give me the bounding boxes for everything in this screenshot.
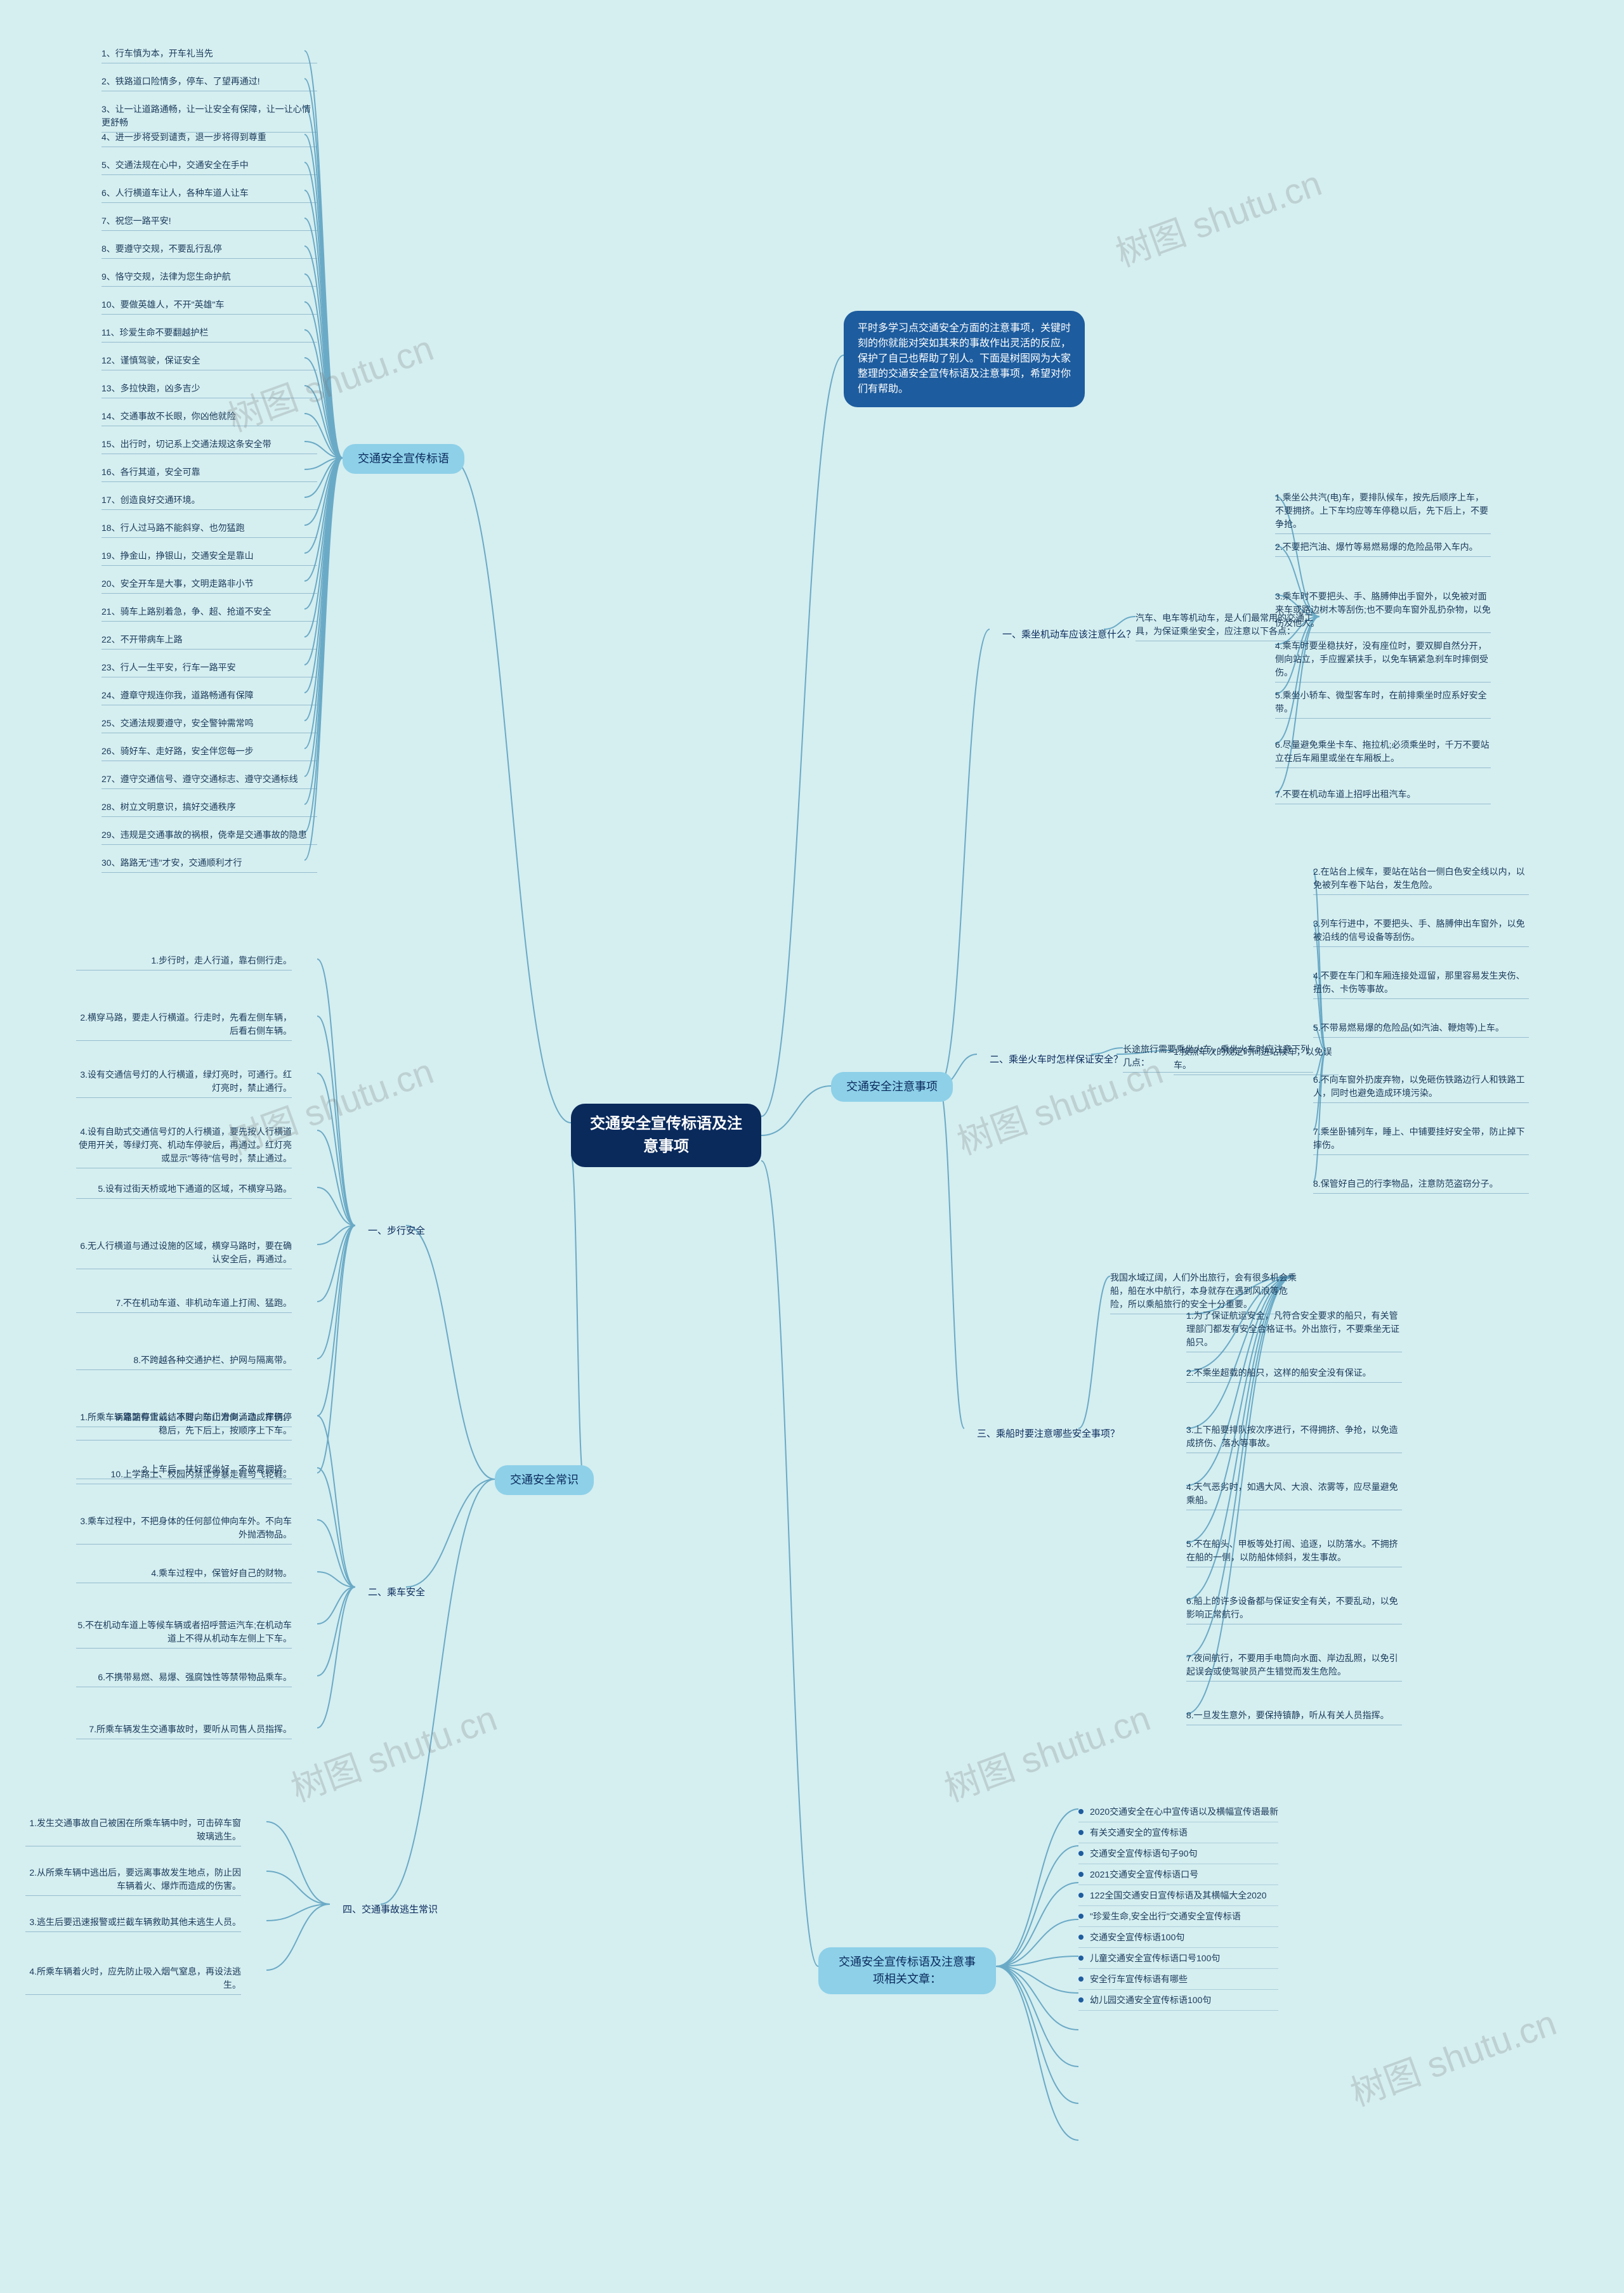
attention-leaf: 5.不带易燃易爆的危险品(如汽油、鞭炮等)上车。 xyxy=(1313,1019,1529,1038)
knowledge-leaf: 5.不在机动车道上等候车辆或者招呼营运汽车;在机动车道上不得从机动车左侧上下车。 xyxy=(76,1616,292,1649)
slogan-leaf: 17、创造良好交通环境。 xyxy=(102,491,317,510)
attention-leaf: 4.不要在车门和车厢连接处逗留，那里容易发生夹伤、扭伤、卡伤等事故。 xyxy=(1313,967,1529,999)
article-item: 交通安全宣传标语句子90句 xyxy=(1078,1843,1278,1864)
attention-leaf: 2.在站台上候车，要站在站台一侧白色安全线以内，以免被列车卷下站台，发生危险。 xyxy=(1313,863,1529,895)
article-item: 有关交通安全的宣传标语 xyxy=(1078,1822,1278,1843)
watermark: 树图 shutu.cn xyxy=(1342,1994,1562,2116)
intro-node: 平时多学习点交通安全方面的注意事项，关键时刻的你就能对突如其来的事故作出灵活的反… xyxy=(844,311,1085,407)
article-item: "珍爱生命,安全出行"交通安全宣传标语 xyxy=(1078,1906,1278,1927)
slogan-leaf: 30、路路无"违"才安，交通顺利才行 xyxy=(102,854,317,873)
knowledge-leaf: 2.从所乘车辆中逃出后，要远离事故发生地点，防止因车辆着火、爆炸而造成的伤害。 xyxy=(25,1864,241,1896)
subbranch-1: 二、乘车安全 xyxy=(355,1579,438,1607)
attention-leaf: 7.夜间航行，不要用手电筒向水面、岸边乱照，以免引起误会或使驾驶员产生错觉而发生… xyxy=(1186,1649,1402,1682)
slogan-leaf: 10、要做英雄人，不开"英雄"车 xyxy=(102,296,317,315)
knowledge-leaf: 7.所乘车辆发生交通事故时，要听从司售人员指挥。 xyxy=(76,1720,292,1739)
attention-sub-1: 二、乘坐火车时怎样保证安全？ xyxy=(977,1047,1136,1074)
slogan-leaf: 26、骑好车、走好路，安全伴您每一步 xyxy=(102,742,317,761)
branch-slogans: 交通安全宣传标语 xyxy=(343,444,464,474)
attention-sub-2: 三、乘船时要注意哪些安全事项？ xyxy=(964,1421,1132,1448)
slogan-leaf: 15、出行时，切记系上交通法规这条安全带 xyxy=(102,435,317,454)
intro-text: 平时多学习点交通安全方面的注意事项，关键时刻的你就能对突如其来的事故作出灵活的反… xyxy=(858,321,1071,397)
slogan-leaf: 16、各行其道，安全可靠 xyxy=(102,463,317,482)
slogan-leaf: 29、违规是交通事故的祸根，侥幸是交通事故的隐患 xyxy=(102,826,317,845)
knowledge-leaf: 1.发生交通事故自己被困在所乘车辆中时，可击碎车窗玻璃逃生。 xyxy=(25,1814,241,1846)
attention-leaf: 3.上下船要排队按次序进行，不得拥挤、争抢，以免造成挤伤、落水等事故。 xyxy=(1186,1421,1402,1453)
subbranch-2: 四、交通事故逃生常识 xyxy=(330,1897,450,1924)
article-item: 安全行车宣传标语有哪些 xyxy=(1078,1969,1278,1990)
attention-leaf: 6.不向车窗外扔废弃物，以免砸伤铁路边行人和铁路工人，同时也避免造成环境污染。 xyxy=(1313,1071,1529,1103)
knowledge-leaf: 1.所乘车辆靠站停止前，不要向车门方向涌动。车辆停稳后，先下后上，按顺序上下车。 xyxy=(76,1408,292,1440)
knowledge-leaf: 1.步行时，走人行道，靠右侧行走。 xyxy=(76,951,292,970)
attention-leaf: 3.列车行进中，不要把头、手、胳膊伸出车窗外，以免被沿线的信号设备等刮伤。 xyxy=(1313,915,1529,947)
slogan-leaf: 25、交通法规要遵守，安全警钟需常鸣 xyxy=(102,714,317,733)
knowledge-leaf: 4.设有自助式交通信号灯的人行横道，要先按人行横道使用开关，等绿灯亮、机动车停驶… xyxy=(76,1123,292,1168)
attention-sub-0: 一、乘坐机动车应该注意什么？ xyxy=(990,622,1148,649)
root-label: 交通安全宣传标语及注意事项 xyxy=(584,1113,749,1158)
attention-leaf: 5.乘坐小轿车、微型客车时，在前排乘坐时应系好安全带。 xyxy=(1275,686,1491,719)
slogan-leaf: 11、珍爱生命不要翻越护栏 xyxy=(102,323,317,343)
attention-leaf: 1.为了保证航运安全，凡符合安全要求的船只，有关管理部门都发有安全合格证书。外出… xyxy=(1186,1307,1402,1352)
attention-leaf: 7.乘坐卧铺列车，睡上、中铺要挂好安全带，防止掉下摔伤。 xyxy=(1313,1123,1529,1155)
attention-leaf: 6.尽量避免乘坐卡车、拖拉机;必须乘坐时，千万不要站立在后车厢里或坐在车厢板上。 xyxy=(1275,736,1491,768)
branch-knowledge: 交通安全常识 xyxy=(495,1465,594,1495)
slogan-leaf: 28、树立文明意识，搞好交通秩序 xyxy=(102,798,317,817)
knowledge-leaf: 7.不在机动车道、非机动车道上打闹、猛跑。 xyxy=(76,1294,292,1313)
knowledge-leaf: 6.无人行横道与通过设施的区域，横穿马路时，要在确认安全后，再通过。 xyxy=(76,1237,292,1269)
article-item: 儿童交通安全宣传标语口号100句 xyxy=(1078,1948,1278,1969)
slogan-leaf: 14、交通事故不长眼，你凶他就险 xyxy=(102,407,317,426)
article-item: 交通安全宣传标语100句 xyxy=(1078,1927,1278,1948)
knowledge-leaf: 3.逃生后要迅速报警或拦截车辆救助其他未逃生人员。 xyxy=(25,1913,241,1932)
attention-leaf: 5.不在船头、甲板等处打闹、追逐，以防落水。不拥挤在船的一侧，以防船体倾斜，发生… xyxy=(1186,1535,1402,1567)
attention-leaf: 2.不要把汽油、爆竹等易燃易爆的危险品带入车内。 xyxy=(1275,538,1491,557)
slogan-leaf: 5、交通法规在心中，交通安全在手中 xyxy=(102,156,317,175)
slogan-leaf: 19、挣金山，挣银山，交通安全是靠山 xyxy=(102,547,317,566)
attention-leaf: 8.保管好自己的行李物品，注意防范盗窃分子。 xyxy=(1313,1175,1529,1194)
slogan-leaf: 24、遵章守规连你我，道路畅通有保障 xyxy=(102,686,317,705)
slogan-leaf: 12、谨慎驾驶，保证安全 xyxy=(102,351,317,370)
attention-leaf: 1.乘坐公共汽(电)车，要排队候车，按先后顺序上车，不要拥挤。上下车均应等车停稳… xyxy=(1275,488,1491,534)
subbranch-0: 一、步行安全 xyxy=(355,1218,438,1245)
attention-leaf: 4.乘车时要坐稳扶好，没有座位时，要双脚自然分开，侧向站立，手应握紧扶手，以免车… xyxy=(1275,637,1491,683)
slogan-leaf: 8、要遵守交规，不要乱行乱停 xyxy=(102,240,317,259)
knowledge-leaf: 3.设有交通信号灯的人行横道，绿灯亮时，可通行。红灯亮时，禁止通行。 xyxy=(76,1066,292,1098)
knowledge-leaf: 4.所乘车辆着火时，应先防止吸入烟气窒息，再设法逃生。 xyxy=(25,1963,241,1995)
attention-leaf: 6.船上的许多设备都与保证安全有关，不要乱动，以免影响正常航行。 xyxy=(1186,1592,1402,1624)
knowledge-leaf: 2.横穿马路，要走人行横道。行走时，先看左侧车辆，后看右侧车辆。 xyxy=(76,1009,292,1041)
slogan-leaf: 9、恪守交规，法律为您生命护航 xyxy=(102,268,317,287)
watermark: 树图 shutu.cn xyxy=(936,1690,1156,1812)
slogan-leaf: 4、进一步将受到谴责，退一步将得到尊重 xyxy=(102,128,317,147)
knowledge-leaf: 6.不携带易燃、易爆、强腐蚀性等禁带物品乘车。 xyxy=(76,1668,292,1687)
branch-attention: 交通安全注意事项 xyxy=(831,1072,953,1102)
knowledge-leaf: 4.乘车过程中，保管好自己的财物。 xyxy=(76,1564,292,1583)
slogan-leaf: 13、多拉快跑，凶多吉少 xyxy=(102,379,317,398)
attention-leaf: 4.天气恶劣时，如遇大风、大浪、浓雾等，应尽量避免乘船。 xyxy=(1186,1478,1402,1510)
slogan-leaf: 2、铁路道口险情多，停车、了望再通过! xyxy=(102,72,317,91)
slogan-leaf: 6、人行横道车让人，各种车道人让车 xyxy=(102,184,317,203)
slogan-leaf: 23、行人一生平安，行车一路平安 xyxy=(102,658,317,677)
attention-leaf: 7.不要在机动车道上招呼出租汽车。 xyxy=(1275,785,1491,804)
attention-leaf: 8.一旦发生意外，要保持镇静，听从有关人员指挥。 xyxy=(1186,1706,1402,1725)
slogan-leaf: 20、安全开车是大事，文明走路非小节 xyxy=(102,575,317,594)
article-item: 2020交通安全在心中宣传语以及横幅宣传语最新 xyxy=(1078,1801,1278,1822)
watermark: 树图 shutu.cn xyxy=(283,1690,503,1812)
slogan-leaf: 27、遵守交通信号、遵守交通标志、遵守交通标线 xyxy=(102,770,317,789)
article-item: 122全国交通安日宣传标语及其横幅大全2020 xyxy=(1078,1885,1278,1906)
article-item: 幼儿园交通安全宣传标语100句 xyxy=(1078,1990,1278,2011)
slogan-leaf: 21、骑车上路别着急，争、超、抢道不安全 xyxy=(102,603,317,622)
attention-leaf: 2.不乘坐超载的船只，这样的船安全没有保证。 xyxy=(1186,1364,1402,1383)
watermark: 树图 shutu.cn xyxy=(1108,155,1328,277)
article-item: 2021交通安全宣传标语口号 xyxy=(1078,1864,1278,1885)
knowledge-leaf: 3.乘车过程中，不把身体的任何部位伸向车外。不向车外抛洒物品。 xyxy=(76,1512,292,1545)
slogan-leaf: 7、祝您一路平安! xyxy=(102,212,317,231)
knowledge-leaf: 2.上车后，扶好或坐好，不故意拥挤。 xyxy=(76,1460,292,1479)
slogan-leaf: 18、行人过马路不能斜穿、也勿猛跑 xyxy=(102,519,317,538)
knowledge-leaf: 5.设有过街天桥或地下通道的区域，不横穿马路。 xyxy=(76,1180,292,1199)
knowledge-leaf: 8.不跨越各种交通护栏、护网与隔离带。 xyxy=(76,1351,292,1370)
branch-articles: 交通安全宣传标语及注意事项相关文章： xyxy=(818,1947,996,1994)
slogan-leaf: 22、不开带病车上路 xyxy=(102,630,317,650)
article-list: 2020交通安全在心中宣传语以及横幅宣传语最新有关交通安全的宣传标语交通安全宣传… xyxy=(1078,1801,1278,2011)
attention-leaf: 3.乘车时不要把头、手、胳膊伸出手窗外，以免被对面来车或路边树木等刮伤;也不要向… xyxy=(1275,587,1491,633)
root-node: 交通安全宣传标语及注意事项 xyxy=(571,1104,761,1167)
slogan-leaf: 1、行车慎为本，开车礼当先 xyxy=(102,44,317,63)
